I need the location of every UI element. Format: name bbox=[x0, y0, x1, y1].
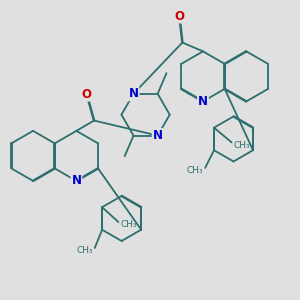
Text: N: N bbox=[153, 129, 163, 142]
Text: O: O bbox=[82, 88, 92, 100]
Text: O: O bbox=[174, 10, 184, 22]
Text: CH₃: CH₃ bbox=[120, 220, 137, 230]
Text: CH₃: CH₃ bbox=[187, 166, 203, 175]
Text: N: N bbox=[198, 95, 208, 108]
Text: CH₃: CH₃ bbox=[234, 141, 250, 150]
Text: N: N bbox=[71, 174, 81, 188]
Text: CH₃: CH₃ bbox=[76, 246, 93, 255]
Text: N: N bbox=[128, 87, 139, 100]
